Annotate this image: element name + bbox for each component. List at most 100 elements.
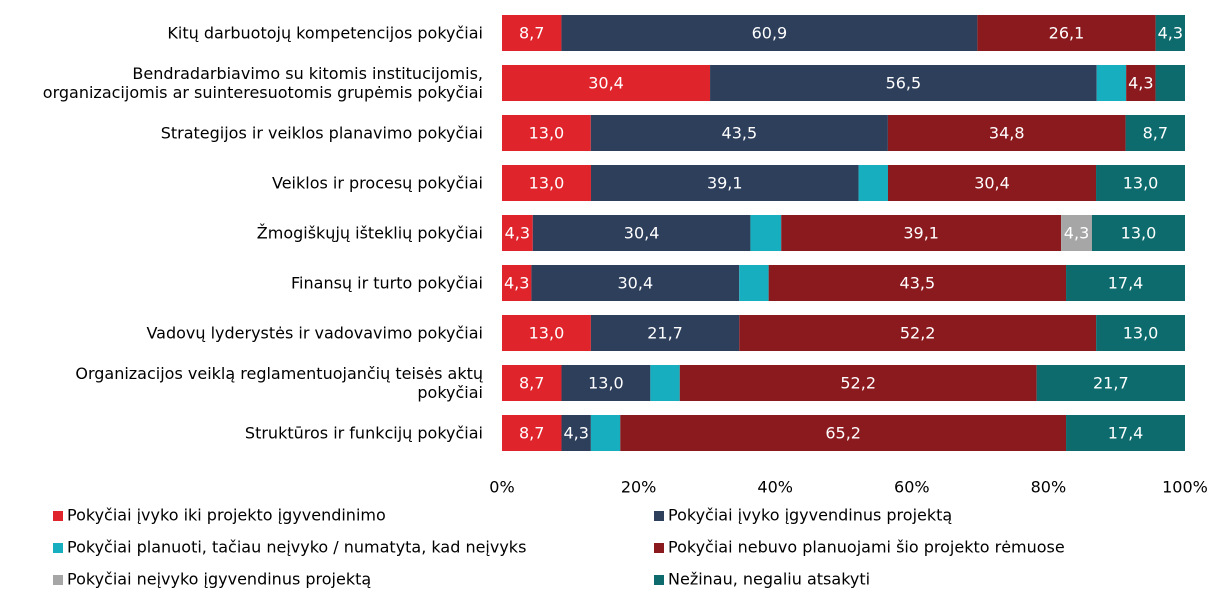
bar-segment xyxy=(502,265,532,301)
x-tick-label: 0% xyxy=(489,478,514,497)
bar-segment xyxy=(739,265,769,301)
data-label: 52,2 xyxy=(900,324,936,343)
category-label: Veiklos ir procesų pokyčiai xyxy=(272,173,483,193)
bar-segment xyxy=(502,115,591,151)
bar-segment xyxy=(502,15,562,51)
legend-swatch xyxy=(53,575,63,585)
bar-segment xyxy=(1091,215,1185,251)
legend-swatch xyxy=(654,511,664,521)
data-label: 43,5 xyxy=(900,274,936,293)
data-label: 43,5 xyxy=(722,124,758,143)
bar-segment xyxy=(650,365,680,401)
x-tick-label: 40% xyxy=(757,478,793,497)
legend-label: Pokyčiai įvyko įgyvendinus projektą xyxy=(668,506,952,525)
legend-label: Pokyčiai nebuvo planuojami šio projekto … xyxy=(668,538,1065,557)
bar-segment xyxy=(531,265,740,301)
data-label: 30,4 xyxy=(618,274,654,293)
category-label: Vadovų lyderystės ir vadovavimo pokyčiai xyxy=(146,323,483,343)
data-label: 13,0 xyxy=(529,124,565,143)
data-label: 4,3 xyxy=(504,274,529,293)
data-label: 4,3 xyxy=(1064,224,1089,243)
bar-segment xyxy=(858,165,888,201)
bar-segment xyxy=(887,115,1126,151)
category-label: Finansų ir turto pokyčiai xyxy=(291,273,483,293)
data-label: 13,0 xyxy=(1123,174,1159,193)
bar-segment xyxy=(679,365,1037,401)
legend-label: Pokyčiai neįvyko įgyvendinus projektą xyxy=(67,570,371,589)
bar-segment xyxy=(710,65,1097,101)
data-label: 39,1 xyxy=(707,174,743,193)
bar-segment xyxy=(590,165,859,201)
bar-segment xyxy=(502,365,562,401)
bar-segment xyxy=(502,65,711,101)
data-label: 30,4 xyxy=(588,74,624,93)
legend-label: Pokyčiai įvyko iki projekto įgyvendinimo xyxy=(67,506,386,525)
bar-segment xyxy=(590,115,888,151)
data-label: 4,3 xyxy=(1128,74,1153,93)
data-label: 21,7 xyxy=(1093,374,1129,393)
data-label: 56,5 xyxy=(886,74,922,93)
bar-segment xyxy=(739,315,1097,351)
bar-segment xyxy=(1061,215,1092,251)
data-label: 4,3 xyxy=(563,424,588,443)
data-label: 52,2 xyxy=(840,374,876,393)
bar-segment xyxy=(1126,65,1156,101)
bar-segment xyxy=(502,215,533,251)
bar-segment xyxy=(1125,115,1185,151)
bar-segment xyxy=(977,15,1156,51)
bar-segment xyxy=(887,165,1097,201)
data-label: 34,8 xyxy=(989,124,1025,143)
data-label: 13,0 xyxy=(1123,324,1159,343)
data-label: 13,0 xyxy=(529,324,565,343)
bar-segment xyxy=(1066,415,1185,451)
bar-segment xyxy=(750,215,782,251)
bar-segment xyxy=(781,215,1062,251)
category-label: Struktūros ir funkcijų pokyčiai xyxy=(244,423,483,443)
data-label: 8,7 xyxy=(1143,124,1168,143)
bar-segment xyxy=(1155,65,1185,101)
bar-segment xyxy=(1036,365,1185,401)
data-label: 26,1 xyxy=(1049,24,1085,43)
legend-swatch xyxy=(53,511,63,521)
data-label: 39,1 xyxy=(903,224,939,243)
data-label: 30,4 xyxy=(624,224,660,243)
x-tick-label: 20% xyxy=(621,478,657,497)
x-tick-label: 100% xyxy=(1162,478,1208,497)
x-tick-label: 80% xyxy=(1031,478,1067,497)
bar-segment xyxy=(620,415,1067,451)
bar-segment xyxy=(561,365,651,401)
bar-segment xyxy=(502,165,591,201)
legend-label: Nežinau, negaliu atsakyti xyxy=(668,570,870,589)
category-label: Kitų darbuotojų kompetencijos pokyčiai xyxy=(167,23,483,43)
bar-segment xyxy=(1155,15,1185,51)
legend-label: Pokyčiai planuoti, tačiau neįvyko / numa… xyxy=(67,538,526,557)
bar-segment xyxy=(502,415,562,451)
category-label: Organizacijos veiklą reglamentuojančių t… xyxy=(75,364,483,402)
category-label: Bendradarbiavimo su kitomis institucijom… xyxy=(42,64,483,102)
x-tick-label: 60% xyxy=(894,478,930,497)
data-label: 4,3 xyxy=(505,224,530,243)
data-label: 60,9 xyxy=(752,24,788,43)
bar-segment xyxy=(590,415,621,451)
legend-swatch xyxy=(654,575,664,585)
bar-segment xyxy=(1096,315,1185,351)
bar-segment xyxy=(1096,65,1127,101)
bar-segment xyxy=(1066,265,1185,301)
data-label: 4,3 xyxy=(1158,24,1183,43)
data-label: 8,7 xyxy=(519,424,544,443)
bar-segment xyxy=(561,415,591,451)
data-label: 13,0 xyxy=(588,374,624,393)
bar-segment xyxy=(590,315,740,351)
data-label: 13,0 xyxy=(529,174,565,193)
bar-segment xyxy=(502,315,591,351)
bar-segment xyxy=(1096,165,1185,201)
category-label: Žmogiškųjų išteklių pokyčiai xyxy=(256,223,483,243)
legend-swatch xyxy=(654,543,664,553)
category-label: Strategijos ir veiklos planavimo pokyčia… xyxy=(160,123,483,143)
bar-segment xyxy=(561,15,978,51)
data-label: 21,7 xyxy=(647,324,683,343)
bar-segment xyxy=(768,265,1067,301)
data-label: 8,7 xyxy=(519,374,544,393)
